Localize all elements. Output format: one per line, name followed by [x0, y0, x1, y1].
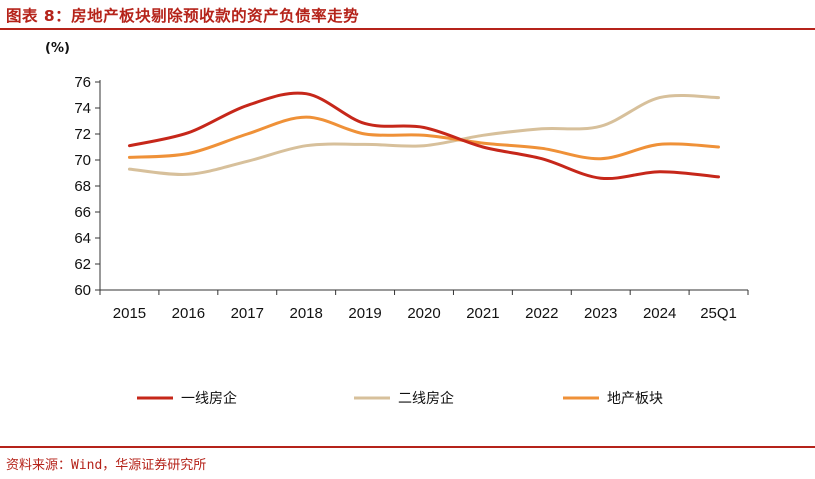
series-line-3: [127, 115, 720, 161]
x-tick-label: 2021: [466, 305, 499, 322]
legend-label: 二线房企: [398, 390, 454, 407]
y-tick-label: 62: [74, 256, 91, 273]
y-tick-label: 70: [74, 152, 91, 169]
x-tick-label: 2016: [172, 305, 205, 322]
legend-label: 地产板块: [607, 391, 663, 407]
y-axis-unit: (%): [45, 41, 70, 56]
x-tick-label: 2018: [289, 305, 322, 322]
page-title: 图表 8：房地产板块剔除预收款的资产负债率走势: [6, 7, 360, 25]
y-tick-labels: 60 62 64 66 68 70 72 74 76: [74, 74, 91, 299]
series-lines: [127, 91, 720, 181]
x-tick-label: 2019: [348, 305, 381, 322]
legend: 一线房企 二线房企 地产板块: [137, 390, 663, 407]
y-tick-label: 66: [74, 204, 91, 221]
title-divider: [0, 28, 815, 30]
y-tick-label: 74: [74, 100, 91, 117]
x-tick-label: 2017: [231, 305, 264, 322]
x-tick-label: 25Q1: [700, 305, 737, 322]
source-note: 资料来源：Wind，华源证券研究所: [6, 458, 207, 473]
y-tick-label: 68: [74, 178, 91, 195]
x-tick-label: 2022: [525, 305, 558, 322]
legend-label: 一线房企: [181, 390, 237, 407]
x-tick-label: 2015: [113, 305, 146, 322]
x-tick-label: 2023: [584, 305, 617, 322]
axes: [95, 80, 749, 295]
series-line-1: [127, 91, 720, 181]
footer-divider: [0, 446, 815, 448]
y-tick-label: 72: [74, 126, 91, 143]
x-tick-labels: 2015 2016 2017 2018 2019 2020 2021 2022 2023 2024…: [113, 305, 737, 322]
x-tick-label: 2020: [407, 305, 440, 322]
series-line-2: [127, 93, 720, 176]
y-tick-label: 60: [74, 282, 91, 299]
x-tick-label: 2024: [643, 305, 676, 322]
y-tick-label: 64: [74, 230, 91, 247]
y-tick-label: 76: [74, 74, 91, 91]
